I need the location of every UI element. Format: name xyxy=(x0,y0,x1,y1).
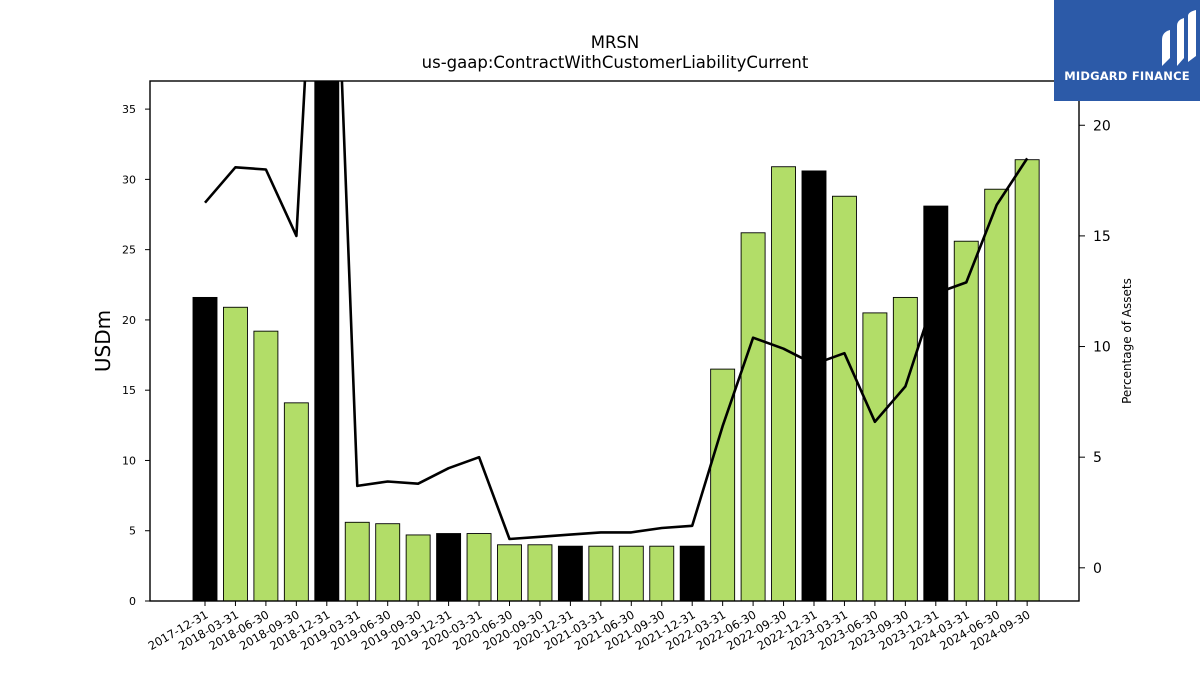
plot-frame xyxy=(149,80,1080,602)
y-tick-label: 35 xyxy=(122,103,136,116)
y-tick-label: 5 xyxy=(129,525,136,538)
bar-2021-12-31 xyxy=(679,545,705,602)
bar-2017-12-31 xyxy=(192,296,218,602)
bar-2020-09-30 xyxy=(527,544,553,602)
y-tick-label: 20 xyxy=(122,314,136,327)
bar-2022-03-31 xyxy=(710,368,736,602)
bar-2022-09-30 xyxy=(771,166,796,602)
bar-group xyxy=(192,80,1040,602)
y-tick-label: 0 xyxy=(129,595,136,608)
brand-logo-text: MIDGARD FINANCE xyxy=(1064,69,1190,83)
y2-tick-label: 10 xyxy=(1093,340,1111,356)
left-y-axis: 0 5 10 15 20 25 30 35 xyxy=(122,103,150,608)
bar-2019-03-31 xyxy=(344,521,370,602)
y-tick-label: 25 xyxy=(122,244,136,257)
bar-2019-09-30 xyxy=(405,534,431,602)
percentage-of-assets-line xyxy=(204,81,1029,541)
bar-2023-12-31 xyxy=(923,205,949,602)
bar-2019-06-30 xyxy=(375,523,401,602)
bar-2020-03-31 xyxy=(466,533,492,602)
bar-2023-03-31 xyxy=(832,195,857,602)
bar-2018-06-30 xyxy=(253,330,279,602)
midgard-logo-icon xyxy=(1162,10,1196,66)
bar-2023-06-30 xyxy=(862,312,888,602)
bar-2018-12-31 xyxy=(314,80,340,602)
bar-2022-12-31 xyxy=(801,170,827,602)
bar-2023-09-30 xyxy=(892,296,918,602)
chart-title: MRSN xyxy=(591,33,640,52)
right-y-axis: 0 5 10 15 20 xyxy=(1079,118,1111,577)
bar-2018-03-31 xyxy=(222,306,248,602)
brand-logo: MIDGARD FINANCE xyxy=(1054,0,1200,101)
bar-2021-03-31 xyxy=(588,545,614,602)
y2-tick-label: 5 xyxy=(1093,450,1102,466)
y-tick-label: 10 xyxy=(122,454,136,467)
y2-tick-label: 20 xyxy=(1093,118,1111,134)
y-tick-label: 30 xyxy=(122,173,136,186)
bar-2024-03-31 xyxy=(953,240,979,602)
bar-2021-06-30 xyxy=(618,545,644,602)
bar-2024-09-30 xyxy=(1014,159,1040,602)
y2-tick-label: 0 xyxy=(1093,561,1102,577)
bar-2021-09-30 xyxy=(649,545,675,602)
y-tick-label: 15 xyxy=(122,384,136,397)
chart-subtitle: us-gaap:ContractWithCustomerLiabilityCur… xyxy=(422,53,809,72)
y2-tick-label: 15 xyxy=(1093,229,1111,245)
bar-2020-06-30 xyxy=(497,544,522,602)
bar-2018-09-30 xyxy=(283,402,309,602)
bar-2022-06-30 xyxy=(740,232,766,602)
bar-2024-06-30 xyxy=(984,188,1010,602)
y-axis-label: USDm xyxy=(91,310,115,372)
bar-2019-12-31 xyxy=(436,533,462,602)
bar-2020-12-31 xyxy=(557,545,583,602)
x-axis: 2017-12-312018-03-312018-06-302018-09-30… xyxy=(146,601,1033,653)
y2-axis-label: Percentage of Assets xyxy=(1120,278,1134,404)
